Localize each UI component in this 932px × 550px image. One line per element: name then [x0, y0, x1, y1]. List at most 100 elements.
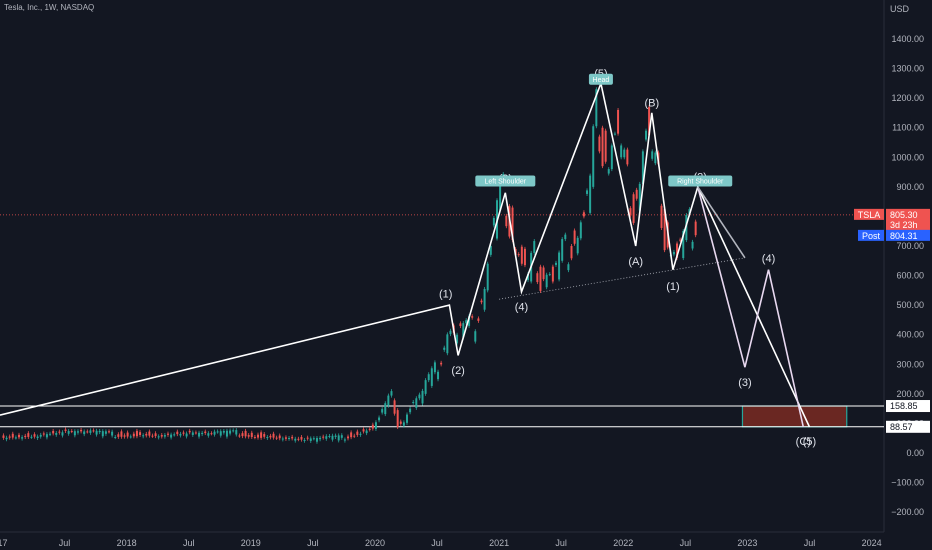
candle-body — [421, 390, 424, 404]
wave-label: (2) — [451, 365, 464, 377]
candle-body — [598, 136, 601, 152]
candle-body — [101, 431, 104, 437]
candle-body — [219, 431, 222, 436]
y-tick-label: 700.00 — [896, 241, 924, 251]
candle-body — [456, 334, 459, 344]
candle-body — [427, 374, 430, 381]
pattern-tag-bg — [475, 175, 536, 187]
candle-body — [294, 438, 297, 441]
candle-body — [198, 432, 201, 437]
x-tick-label: Jul — [804, 538, 816, 548]
candle-body — [176, 431, 179, 435]
candle-body — [104, 431, 107, 434]
candle-body — [474, 331, 477, 342]
candle-body — [362, 429, 365, 432]
y-tick-label: 900.00 — [896, 182, 924, 192]
candle-body — [527, 274, 530, 281]
candle-body — [319, 437, 322, 440]
candle-body — [98, 430, 101, 433]
candle-body — [418, 394, 421, 399]
candle-body — [188, 430, 191, 433]
candle-body — [691, 241, 694, 249]
y-tick-label: 1100.00 — [892, 123, 924, 133]
candle-body — [601, 127, 604, 167]
candle-body — [157, 436, 160, 438]
candle-body — [201, 432, 204, 435]
candle-body — [424, 380, 427, 394]
wave-label: (A) — [628, 256, 643, 268]
candle-body — [604, 130, 607, 162]
pattern-tag-bg — [588, 73, 613, 85]
candle-body — [241, 433, 244, 437]
candle-body — [660, 205, 663, 228]
candle-body — [80, 429, 83, 432]
wave-label: (1) — [666, 281, 679, 293]
y-tick-label: 200.00 — [896, 389, 924, 399]
x-tick-label: Jul — [59, 538, 71, 548]
candle-body — [142, 435, 145, 437]
candle-body — [55, 433, 58, 435]
wave-label: (B) — [644, 98, 659, 110]
candle-body — [151, 435, 154, 437]
candle-body — [58, 431, 61, 433]
candle-body — [486, 263, 489, 291]
candle-body — [654, 152, 657, 164]
candle-body — [120, 431, 123, 437]
candle-body — [623, 149, 626, 158]
candle-body — [24, 435, 27, 438]
x-tick-label: 2018 — [117, 538, 137, 548]
candle-body — [325, 436, 328, 439]
candle-body — [626, 149, 629, 165]
candle-body — [387, 395, 390, 406]
candle-body — [67, 431, 70, 434]
wave-label: (3) — [738, 377, 751, 389]
candle-body — [511, 207, 514, 241]
candle-body — [5, 437, 8, 440]
candle-body — [216, 431, 219, 433]
candle-body — [613, 133, 616, 135]
candle-body — [281, 438, 284, 440]
candle-body — [64, 429, 67, 431]
x-tick-label: Jul — [680, 538, 692, 548]
candle-body — [30, 436, 33, 438]
y-tick-label: 500.00 — [896, 300, 924, 310]
candle-body — [322, 436, 325, 438]
candle-body — [449, 330, 452, 335]
post-badge — [858, 229, 884, 241]
y-tick-label: 1000.00 — [891, 152, 924, 162]
candle-body — [374, 422, 377, 429]
candle-body — [27, 433, 30, 437]
candle-body — [83, 431, 86, 435]
pattern-tag-label: Head — [593, 77, 610, 84]
x-tick-label: Jul — [307, 538, 319, 548]
candle-body — [573, 230, 576, 244]
candle-body — [263, 434, 266, 437]
candle-body — [582, 212, 585, 217]
candle-body — [49, 433, 52, 435]
candle-body — [465, 320, 468, 324]
candle-body — [89, 430, 92, 433]
candle-body — [275, 437, 278, 439]
y-tick-label: 1300.00 — [891, 64, 924, 74]
candle-body — [260, 432, 263, 438]
candle-body — [641, 151, 644, 184]
candle-body — [297, 438, 300, 440]
x-tick-label: 2024 — [862, 538, 882, 548]
candle-body — [415, 398, 418, 408]
candle-body — [610, 145, 613, 170]
candle-body — [390, 391, 393, 396]
candle-body — [539, 266, 542, 291]
current-price-badge — [886, 208, 930, 231]
candle-body — [170, 434, 173, 438]
candle-body — [399, 421, 402, 424]
candle-body — [182, 432, 185, 434]
candle-body — [567, 264, 570, 271]
candle-body — [117, 434, 120, 437]
y-tick-label: −100.00 — [891, 478, 924, 488]
candle-body — [312, 438, 315, 440]
candle-body — [111, 431, 114, 436]
pattern-tag-bg — [668, 175, 733, 187]
candle-body — [315, 438, 318, 442]
candle-body — [505, 215, 508, 227]
